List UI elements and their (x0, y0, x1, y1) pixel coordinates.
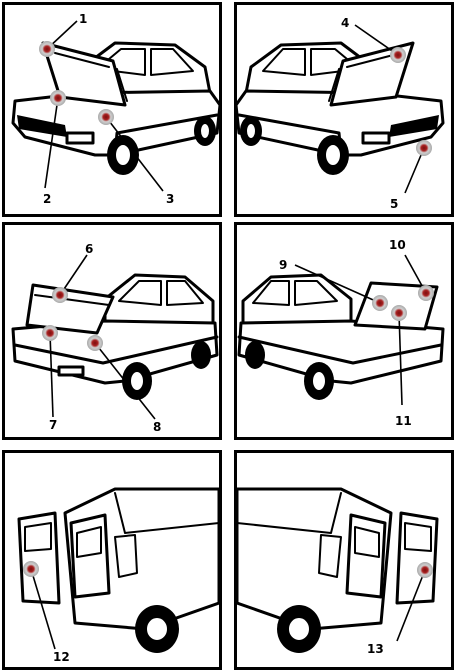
marker-point (416, 140, 432, 156)
panel-front-hood-left: 1 2 3 (2, 2, 222, 217)
marker-label: 9 (279, 258, 287, 272)
panel-doors-right: 13 (234, 450, 454, 670)
marker-label: 3 (166, 192, 174, 206)
marker-point (391, 305, 407, 321)
marker-point (87, 335, 103, 351)
marker-point (50, 90, 66, 106)
panel-trunk-right: 9 10 11 (234, 222, 454, 440)
panel-doors-left: 12 (2, 450, 222, 670)
car-doors-open-right-illustration: 13 (237, 487, 439, 656)
panel-rear-hood-right: 4 5 (234, 2, 454, 217)
marker-label: 11 (395, 414, 412, 428)
marker-point (98, 109, 114, 125)
marker-point (390, 47, 406, 63)
marker-point (52, 287, 68, 303)
marker-label: 2 (43, 192, 51, 206)
marker-point (417, 562, 433, 578)
marker-label: 10 (389, 238, 406, 252)
car-trunk-open-rear-right-illustration: 9 10 11 (237, 238, 445, 428)
car-trunk-open-rear-left-illustration: 6 7 8 (11, 242, 219, 434)
marker-label: 7 (49, 418, 57, 432)
marker-label: 6 (85, 242, 93, 256)
marker-label: 8 (153, 420, 161, 434)
car-doors-open-left-illustration: 12 (17, 487, 219, 664)
car-hood-open-front-left-illustration: 1 2 3 (11, 12, 219, 206)
marker-point (372, 295, 388, 311)
marker-point (418, 285, 434, 301)
marker-point (42, 325, 58, 341)
panel-trunk-left: 6 7 8 (2, 222, 222, 440)
marker-point (23, 561, 39, 577)
marker-point (39, 41, 55, 57)
car-hood-open-front-right-illustration: 4 5 (237, 16, 445, 211)
marker-label: 1 (79, 12, 87, 26)
marker-label: 5 (390, 197, 398, 211)
marker-label: 4 (341, 16, 349, 30)
marker-label: 13 (367, 642, 384, 656)
marker-label: 12 (53, 650, 70, 664)
